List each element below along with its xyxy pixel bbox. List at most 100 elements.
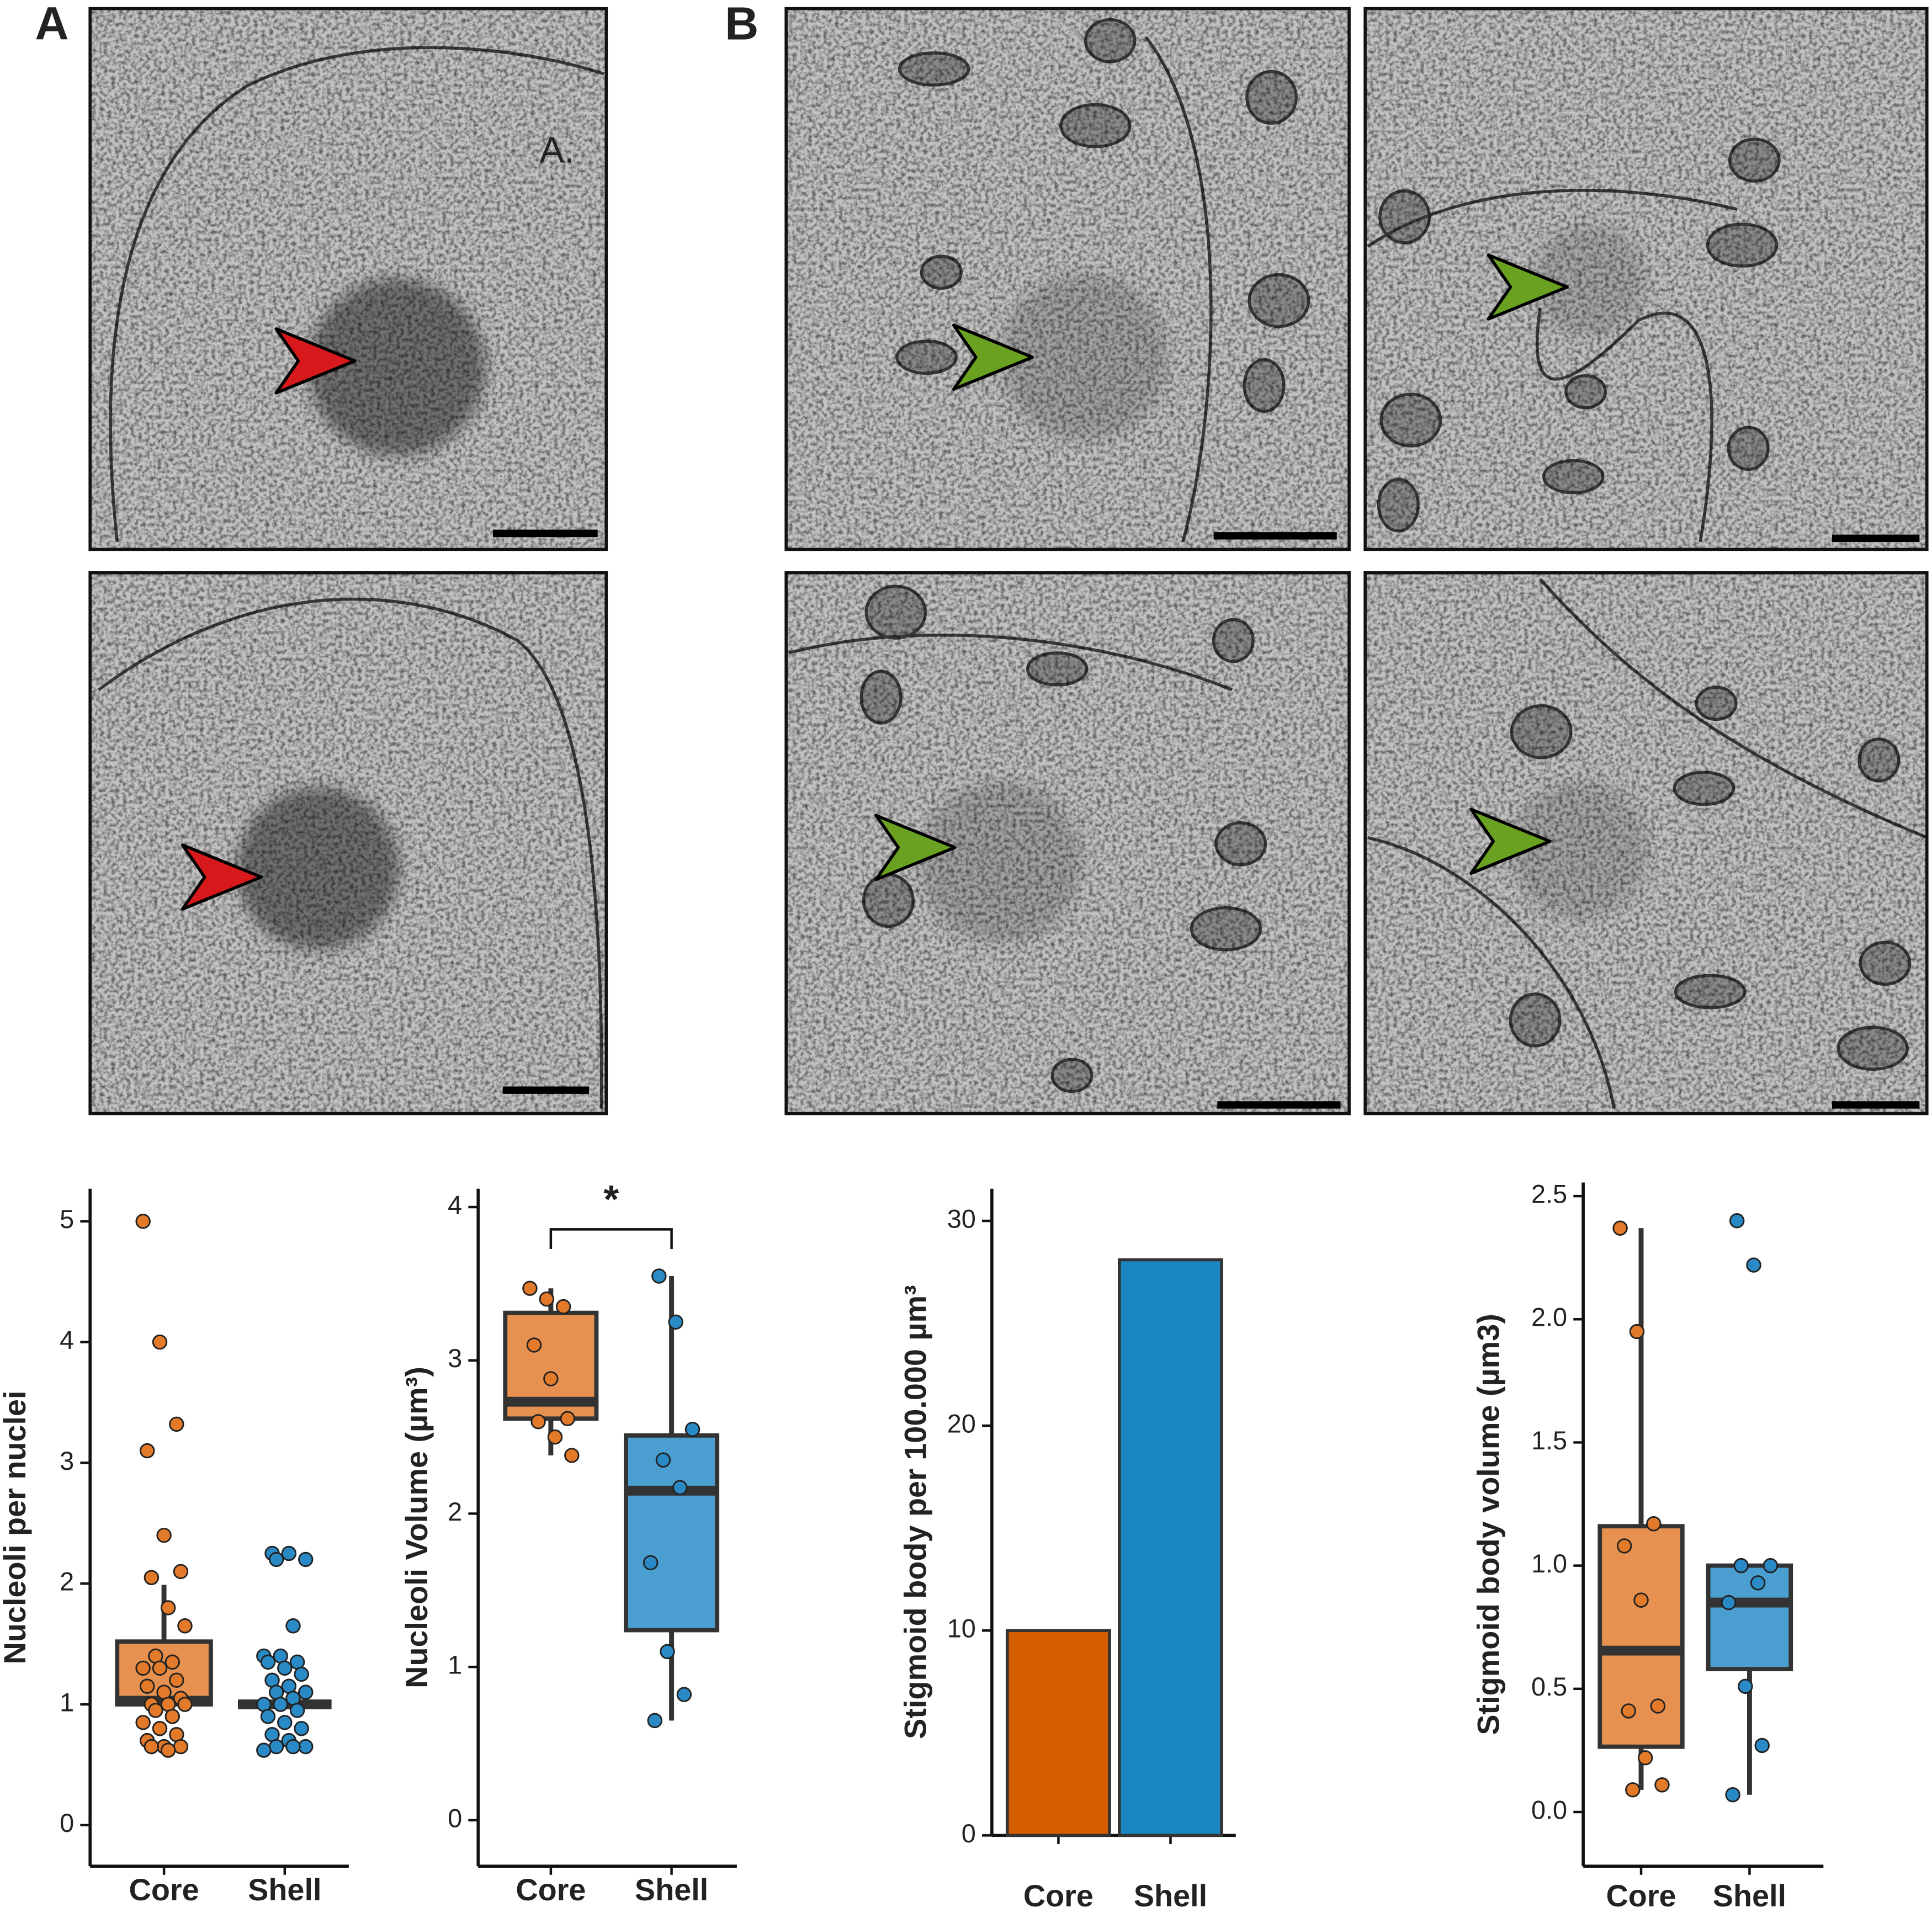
data-point xyxy=(140,1678,155,1694)
data-point xyxy=(539,1291,555,1307)
data-point xyxy=(294,1721,309,1736)
data-point xyxy=(1738,1678,1753,1694)
y-tick-label: 1 xyxy=(448,1651,462,1680)
data-point xyxy=(530,1414,546,1430)
y-axis-title: Nucleoli per nuclei xyxy=(0,1390,32,1664)
data-point xyxy=(160,1742,176,1758)
data-point xyxy=(152,1334,168,1350)
data-point xyxy=(543,1371,559,1386)
micrograph-frame xyxy=(784,571,1351,1115)
data-point xyxy=(177,1618,193,1634)
data-point xyxy=(298,1684,314,1700)
data-point xyxy=(156,1527,172,1543)
y-tick-label: 3 xyxy=(60,1447,74,1475)
data-point xyxy=(277,1715,293,1730)
bar xyxy=(1118,1258,1223,1837)
data-point xyxy=(660,1644,675,1660)
y-axis-title: Stigmoid body volume (µm3) xyxy=(1471,1314,1505,1735)
y-tick-label: 4 xyxy=(60,1326,74,1354)
significance-bracket xyxy=(549,1228,673,1250)
data-point xyxy=(285,1739,301,1755)
x-tick-label: Core xyxy=(129,1872,199,1907)
data-point xyxy=(1721,1595,1737,1611)
micrograph xyxy=(1365,572,1927,1114)
data-point xyxy=(643,1555,659,1571)
arrowhead xyxy=(1469,807,1552,875)
y-tick-label: 20 xyxy=(947,1409,976,1438)
data-point xyxy=(547,1429,563,1445)
micrograph-frame xyxy=(88,571,608,1115)
box xyxy=(1597,1524,1685,1749)
y-tick-label: 0 xyxy=(60,1809,74,1837)
data-point xyxy=(560,1411,575,1426)
data-point xyxy=(1763,1558,1779,1574)
data-point xyxy=(152,1660,168,1676)
data-point xyxy=(294,1666,309,1682)
data-point xyxy=(148,1703,163,1718)
y-tick-label: 2.5 xyxy=(1531,1179,1567,1208)
data-point xyxy=(1729,1213,1745,1229)
box xyxy=(624,1433,720,1633)
texture xyxy=(90,8,607,550)
arrowhead xyxy=(952,323,1034,391)
data-point xyxy=(135,1660,151,1676)
y-axis-title: Stigmoid body per 100.000 µm³ xyxy=(898,1285,933,1739)
texture xyxy=(1365,572,1927,1114)
data-point xyxy=(1646,1516,1662,1532)
significance-label: * xyxy=(603,1177,619,1221)
data-point xyxy=(173,1739,189,1755)
data-point xyxy=(1621,1703,1636,1719)
data-point xyxy=(684,1421,700,1437)
texture xyxy=(786,8,1350,550)
data-point xyxy=(1754,1737,1770,1753)
y-tick-label: 2 xyxy=(448,1497,462,1526)
y-tick-label: 3 xyxy=(448,1344,462,1373)
x-tick-label: Core xyxy=(1023,1878,1094,1913)
data-point xyxy=(268,1551,284,1567)
data-point xyxy=(169,1416,184,1432)
y-tick-label: 2 xyxy=(60,1567,74,1596)
micrograph-frame xyxy=(784,7,1351,551)
panel-label: A xyxy=(35,0,68,50)
data-point xyxy=(1725,1787,1740,1803)
data-point xyxy=(177,1697,193,1712)
y-tick-label: 1.0 xyxy=(1531,1549,1567,1578)
data-point xyxy=(298,1551,314,1567)
data-point xyxy=(260,1709,276,1724)
data-point xyxy=(564,1448,580,1463)
data-point xyxy=(169,1672,184,1688)
data-point xyxy=(651,1268,667,1284)
micrograph-frame xyxy=(1363,571,1929,1115)
data-point xyxy=(289,1703,305,1718)
data-point xyxy=(647,1713,662,1729)
micrograph xyxy=(90,8,607,550)
data-point xyxy=(526,1337,542,1353)
arrowhead xyxy=(874,814,957,881)
data-point xyxy=(298,1739,314,1755)
y-tick-label: 1 xyxy=(60,1688,74,1717)
bar xyxy=(1005,1629,1111,1837)
inset-label: A. xyxy=(539,129,574,171)
data-point xyxy=(672,1480,688,1495)
texture xyxy=(786,572,1350,1114)
data-point xyxy=(676,1687,692,1702)
data-point xyxy=(522,1280,538,1296)
micrograph xyxy=(786,8,1350,550)
data-point xyxy=(281,1545,297,1561)
data-point xyxy=(135,1214,151,1229)
data-point xyxy=(1633,1592,1649,1608)
arrowhead xyxy=(1487,253,1569,321)
x-tick-label: Shell xyxy=(1134,1878,1207,1913)
data-point xyxy=(668,1314,683,1330)
y-tick-label: 30 xyxy=(947,1204,976,1233)
data-point xyxy=(1629,1324,1645,1340)
y-tick-label: 1.5 xyxy=(1531,1426,1567,1455)
data-point xyxy=(273,1697,288,1712)
data-point xyxy=(140,1443,155,1459)
y-axis-title: Nucleoli Volume (µm³) xyxy=(399,1367,434,1688)
data-point xyxy=(144,1739,160,1755)
x-tick-label: Shell xyxy=(635,1872,708,1907)
data-point xyxy=(1616,1538,1632,1554)
data-point xyxy=(160,1600,176,1616)
